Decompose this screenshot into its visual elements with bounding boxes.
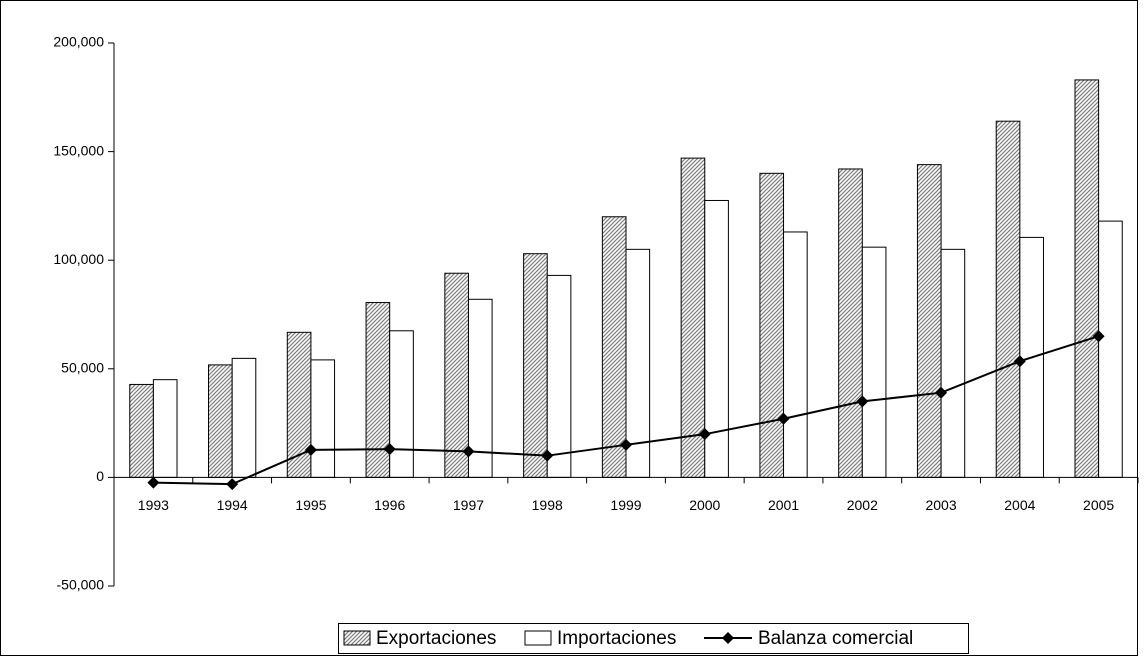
bar: [389, 330, 414, 478]
line-marker: [1092, 330, 1105, 343]
y-tick-label: 0: [96, 468, 104, 484]
y-tick-label: 100,000: [53, 251, 104, 267]
legend-swatch: [343, 630, 371, 646]
legend-label: Balanza comercial: [758, 628, 913, 649]
bar: [444, 272, 469, 478]
line-marker: [935, 386, 948, 399]
bar: [759, 172, 785, 478]
line-marker: [383, 443, 396, 456]
x-tick-label: 1996: [374, 497, 405, 513]
x-tick-label: 2001: [768, 497, 799, 513]
line-marker: [1013, 355, 1026, 368]
x-tick-label: 2000: [689, 497, 720, 513]
x-tick-label: 1999: [610, 497, 641, 513]
line-marker: [856, 395, 869, 408]
bar: [995, 120, 1021, 478]
bar: [916, 164, 942, 478]
x-tick-label: 1998: [532, 497, 563, 513]
line-marker: [698, 428, 711, 441]
line-marker: [620, 438, 632, 451]
line-marker: [462, 445, 475, 458]
bar: [129, 383, 154, 478]
legend-swatch-marker: [722, 632, 734, 644]
bar: [601, 216, 627, 478]
bar: [208, 364, 233, 478]
line-marker: [226, 478, 239, 491]
y-tick-label: -50,000: [57, 577, 105, 593]
bar: [861, 246, 887, 478]
line-marker: [147, 476, 160, 489]
x-tick-label: 1994: [217, 497, 248, 513]
bar: [152, 379, 178, 478]
x-tick-label: 2003: [925, 497, 956, 513]
bar: [783, 231, 808, 478]
x-tick-label: 1993: [138, 497, 169, 513]
x-tick-label: 1997: [453, 497, 484, 513]
legend-box: [338, 623, 969, 654]
x-tick-label: 2004: [1004, 497, 1035, 513]
x-tick-label: 2002: [847, 497, 878, 513]
x-tick-label: 2005: [1083, 497, 1114, 513]
line-marker: [304, 443, 317, 456]
bar: [680, 157, 706, 478]
line-marker: [541, 449, 554, 462]
legend-label: Exportaciones: [376, 628, 496, 649]
bar: [310, 359, 336, 478]
bar: [1098, 220, 1123, 478]
bar: [523, 253, 548, 478]
bar: [940, 248, 966, 478]
x-tick-label: 1995: [295, 497, 326, 513]
bar: [838, 168, 863, 478]
y-tick-label: 200,000: [53, 34, 104, 50]
legend-label: Importaciones: [557, 628, 676, 649]
bar: [1074, 79, 1100, 478]
y-tick-label: 150,000: [53, 142, 104, 158]
bar: [546, 274, 572, 478]
bar: [231, 357, 257, 478]
y-tick-label: 50,000: [61, 360, 104, 376]
line-marker: [777, 412, 790, 425]
legend-swatch: [524, 630, 552, 646]
